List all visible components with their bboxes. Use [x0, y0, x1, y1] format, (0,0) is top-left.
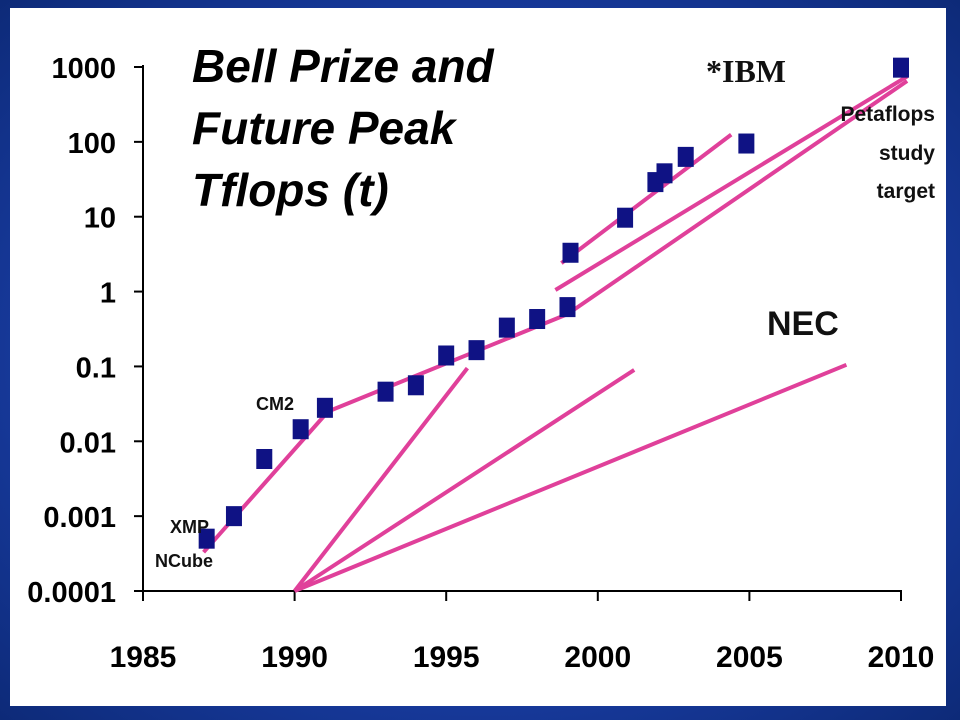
data-point	[617, 207, 634, 228]
data-point	[438, 345, 455, 366]
chart-title-line-2: Future Peak	[192, 102, 458, 154]
x-tick-label: 1985	[110, 641, 177, 674]
data-markers	[198, 57, 909, 549]
annotation-xmp: XMP	[170, 517, 209, 537]
data-point	[225, 506, 242, 527]
chart-axes: 1000 100 10 1 0.1 0.01 0.001 0.0001 1985 1990 1995…	[27, 53, 934, 674]
y-tick-label: 10	[84, 203, 116, 235]
chart-title-line-1: Bell Prize and	[192, 40, 495, 92]
annotation-cm2: CM2	[256, 394, 294, 414]
data-point	[468, 340, 485, 361]
trend-line	[293, 368, 636, 593]
data-point	[292, 419, 309, 440]
y-tick-label: 0.001	[43, 502, 116, 534]
trend-line	[293, 366, 469, 593]
trend-lines	[202, 74, 909, 593]
y-tick-label: 0.1	[76, 352, 116, 384]
y-tick-label: 0.0001	[27, 577, 116, 609]
data-point	[316, 397, 333, 418]
annotation-nec: NEC	[767, 305, 839, 343]
data-point	[498, 317, 515, 338]
data-point	[407, 375, 424, 396]
trend-line	[293, 362, 848, 593]
y-tick-label: 0.01	[60, 427, 116, 459]
data-point	[562, 242, 579, 263]
annotation-petaflops-line-2: study	[879, 142, 935, 165]
annotation-ibm: *IBM	[706, 53, 786, 89]
x-tick-label: 1990	[261, 641, 328, 674]
data-point	[656, 163, 673, 184]
annotation-petaflops-line-1: Petaflops	[840, 103, 935, 126]
x-tick-label: 2005	[716, 641, 783, 674]
x-tick-label: 1995	[413, 641, 480, 674]
y-tick-label: 100	[68, 128, 116, 160]
trend-line	[554, 74, 909, 292]
data-point	[256, 448, 273, 469]
data-point	[738, 133, 755, 154]
annotation-ncube: NCube	[155, 551, 213, 571]
data-point	[893, 57, 909, 78]
trend-line	[560, 133, 733, 265]
y-tick-label: 1	[100, 278, 116, 310]
data-point	[377, 381, 394, 402]
annotation-petaflops-line-3: target	[877, 180, 935, 203]
data-point	[198, 528, 215, 549]
data-point	[559, 297, 576, 318]
x-tick-label: 2000	[564, 641, 631, 674]
chart-title-line-3: Tflops (t)	[192, 164, 389, 216]
data-point	[677, 146, 694, 167]
y-tick-label: 1000	[51, 53, 116, 85]
x-tick-label: 2010	[868, 641, 935, 674]
data-point	[529, 309, 546, 330]
